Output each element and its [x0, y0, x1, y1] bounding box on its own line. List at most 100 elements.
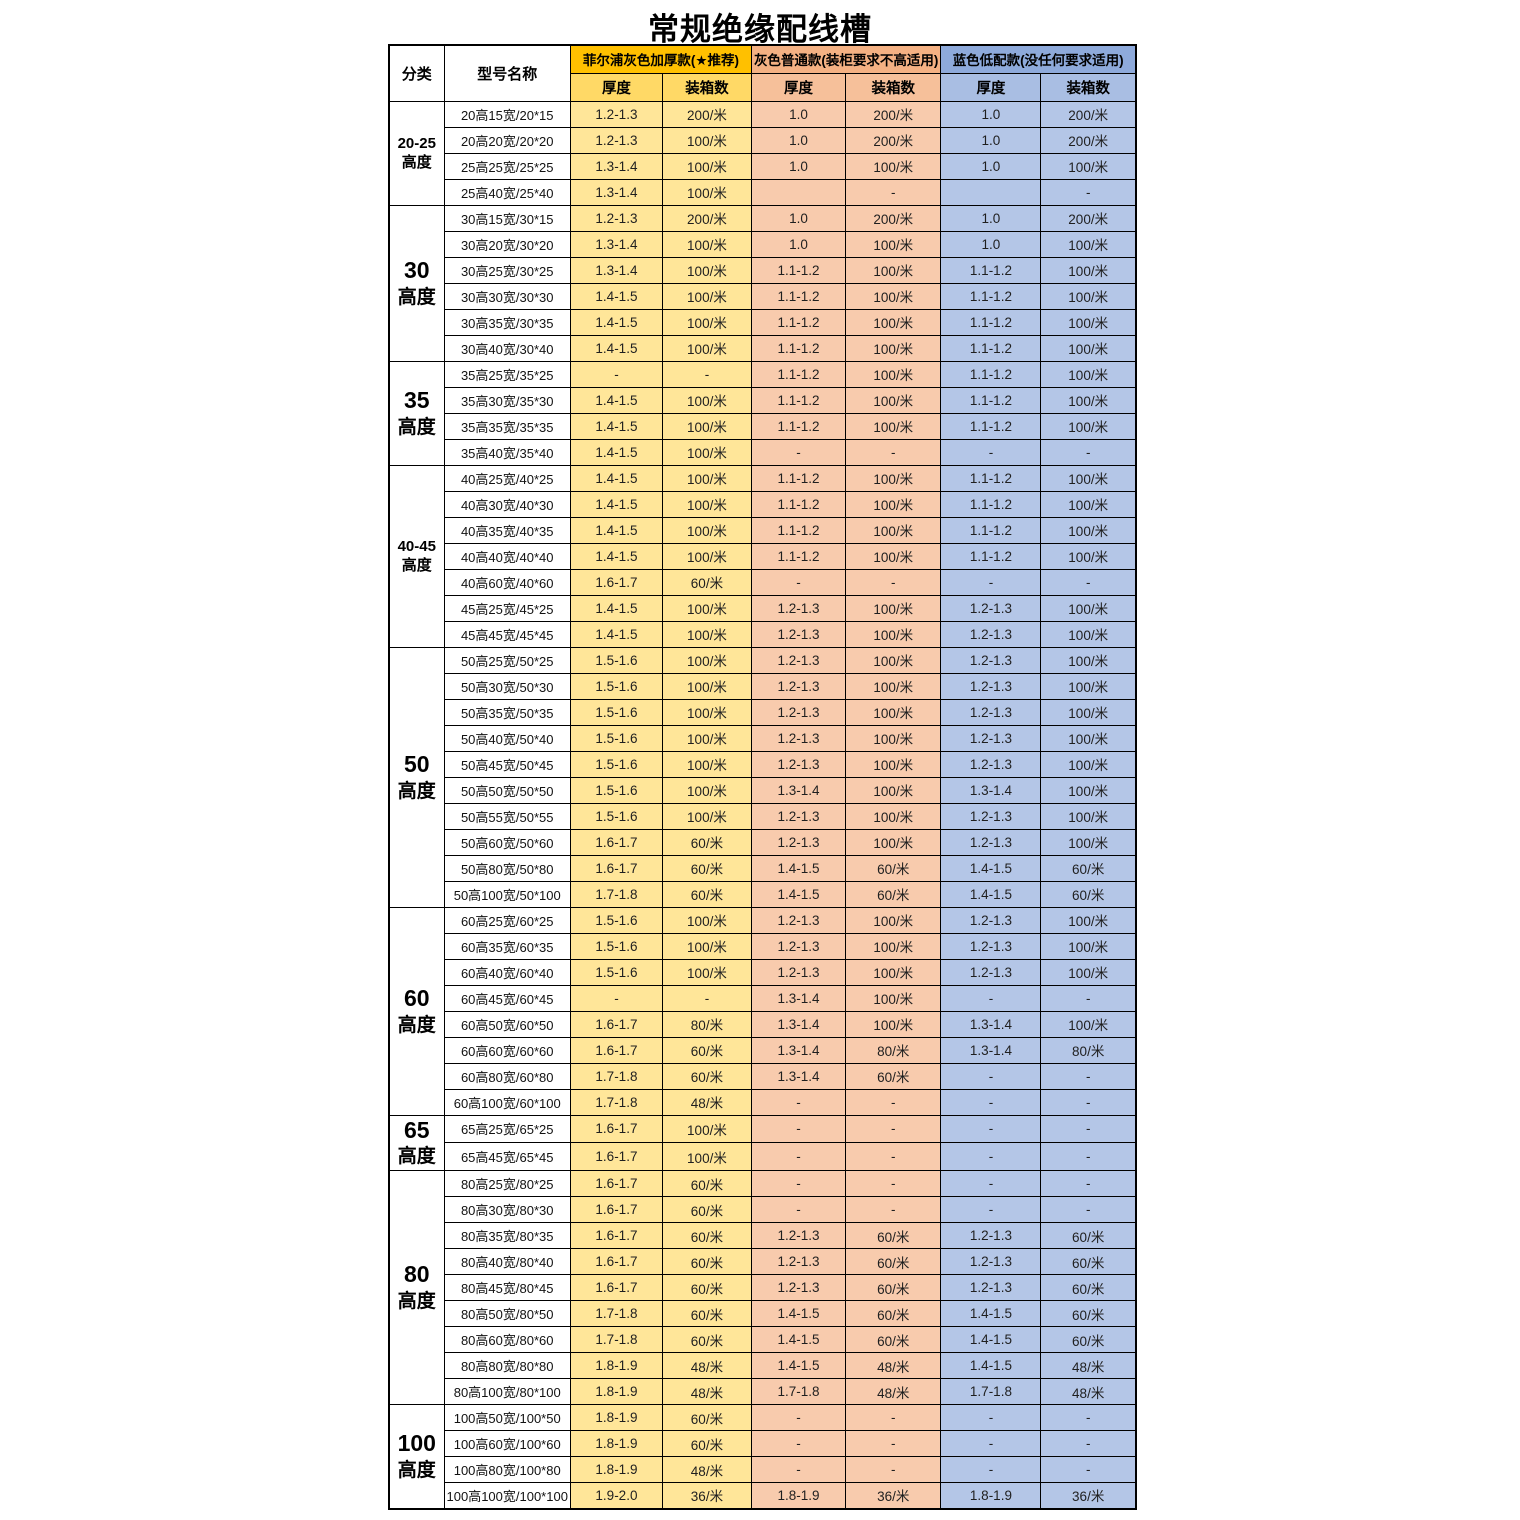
model-cell: 80高50宽/80*50	[443, 1300, 571, 1328]
thickness-cell: 1.2-1.3	[940, 828, 1042, 856]
thickness-cell: -	[940, 1196, 1042, 1224]
packing-qty-cell: -	[845, 1404, 942, 1432]
packing-qty-cell: 100/米	[661, 906, 752, 934]
packing-qty-cell: 200/米	[661, 100, 752, 128]
thickness-cell: 1.6-1.7	[569, 1170, 663, 1198]
packing-qty-cell: 48/米	[661, 1088, 752, 1116]
model-cell: 30高35宽/30*35	[443, 308, 571, 336]
thickness-cell: 1.8-1.9	[569, 1378, 663, 1406]
packing-qty-cell: 100/米	[661, 698, 752, 726]
packing-qty-cell: 100/米	[845, 1010, 942, 1038]
packing-qty-cell: 100/米	[1040, 490, 1137, 518]
model-cell: 50高35宽/50*35	[443, 698, 571, 726]
packing-qty-cell: 100/米	[845, 984, 942, 1012]
packing-qty-cell: 60/米	[845, 1222, 942, 1250]
packing-qty-cell: 48/米	[661, 1378, 752, 1406]
spec-row: 20高20宽/20*20 1.2-1.3 100/米 1.0 200/米 1.0 200/米	[389, 126, 1137, 154]
thickness-cell: 1.4-1.5	[940, 1326, 1042, 1354]
category-cell: 40-45 高度	[388, 464, 445, 648]
model-cell: 50高100宽/50*100	[443, 880, 571, 908]
category-label-suffix: 高度	[397, 1146, 436, 1168]
thickness-cell: 1.2-1.3	[750, 1274, 847, 1302]
packing-qty-cell: 100/米	[661, 438, 752, 466]
packing-qty-cell: 100/米	[845, 802, 942, 830]
thickness-cell: 1.2-1.3	[940, 1248, 1042, 1276]
packing-qty-cell: -	[1040, 438, 1137, 466]
packing-qty-cell: 60/米	[661, 1222, 752, 1250]
category-column-header: 分类	[388, 44, 445, 102]
category-label: 20-25	[397, 134, 436, 152]
thickness-cell: 1.6-1.7	[569, 1274, 663, 1302]
model-cell: 25高40宽/25*40	[443, 178, 571, 206]
thickness-cell	[750, 178, 847, 206]
model-cell: 20高15宽/20*15	[443, 100, 571, 128]
thickness-cell: 1.4-1.5	[569, 412, 663, 440]
thickness-cell: 1.2-1.3	[750, 620, 847, 648]
model-cell: 50高40宽/50*40	[443, 724, 571, 752]
packing-qty-cell: 100/米	[845, 698, 942, 726]
thickness-cell: 1.2-1.3	[940, 594, 1042, 622]
spec-row: 100高80宽/100*80 1.8-1.9 48/米 - - - -	[389, 1456, 1137, 1484]
model-cell: 100高100宽/100*100	[443, 1482, 571, 1510]
packing-qty-cell: 100/米	[845, 516, 942, 544]
model-cell: 25高25宽/25*25	[443, 152, 571, 180]
thickness-cell: 1.2-1.3	[750, 932, 847, 960]
thickness-cell: 1.2-1.3	[940, 724, 1042, 752]
thickness-cell: -	[940, 1062, 1042, 1090]
model-cell: 60高100宽/60*100	[443, 1088, 571, 1116]
model-cell: 30高25宽/30*25	[443, 256, 571, 284]
packing-qty-cell: 60/米	[661, 854, 752, 882]
thickness-cell: 1.3-1.4	[750, 776, 847, 804]
model-cell: 80高40宽/80*40	[443, 1248, 571, 1276]
model-cell: 80高60宽/80*60	[443, 1326, 571, 1354]
packing-qty-cell: 100/米	[1040, 620, 1137, 648]
thickness-cell: -	[940, 1456, 1042, 1484]
packing-qty-cell: 100/米	[845, 776, 942, 804]
thickness-cell: 1.7-1.8	[569, 1300, 663, 1328]
model-cell: 20高20宽/20*20	[443, 126, 571, 154]
model-cell: 60高35宽/60*35	[443, 932, 571, 960]
packing-qty-cell: 100/米	[661, 1142, 752, 1172]
packing-qty-cell: -	[845, 1088, 942, 1116]
spec-row: 65 高度 65高25宽/65*25 1.6-1.7 100/米 - - - -	[388, 1114, 1137, 1172]
thickness-cell: 1.0	[940, 152, 1042, 180]
thickness-cell: 1.7-1.8	[569, 1062, 663, 1090]
packing-qty-cell: -	[845, 1430, 942, 1458]
category-cell: 35 高度	[388, 360, 445, 466]
thickness-header: 厚度	[940, 72, 1042, 102]
spec-row: 100高60宽/100*60 1.8-1.9 60/米 - - - -	[389, 1430, 1137, 1458]
packing-qty-cell: -	[1040, 984, 1137, 1012]
model-cell: 65高25宽/65*25	[443, 1114, 571, 1144]
thickness-cell: 1.1-1.2	[940, 542, 1042, 570]
thickness-cell: 1.5-1.6	[569, 906, 663, 934]
packing-qty-cell: 100/米	[1040, 386, 1137, 414]
spec-row: 80高60宽/80*60 1.7-1.8 60/米 1.4-1.5 60/米 1.4-1.…	[389, 1326, 1137, 1354]
thickness-cell: 1.1-1.2	[940, 256, 1042, 284]
packing-qty-cell: 100/米	[1040, 256, 1137, 284]
spec-row: 35高30宽/35*30 1.4-1.5 100/米 1.1-1.2 100/米 1.1-…	[389, 386, 1137, 414]
spec-row: 30高25宽/30*25 1.3-1.4 100/米 1.1-1.2 100/米 1.1-…	[389, 256, 1137, 284]
packing-qty-cell: 100/米	[1040, 906, 1137, 934]
thickness-cell: -	[750, 1430, 847, 1458]
model-cell: 60高50宽/60*50	[443, 1010, 571, 1038]
packing-qty-cell: 100/米	[661, 152, 752, 180]
thickness-cell: -	[940, 568, 1042, 596]
packing-qty-cell: 48/米	[661, 1456, 752, 1484]
packing-qty-cell: 60/米	[661, 1404, 752, 1432]
spec-row: 30 高度 30高15宽/30*15 1.2-1.3 200/米 1.0 200/米 1.0 2…	[388, 204, 1137, 362]
thickness-cell: 1.3-1.4	[750, 1062, 847, 1090]
thickness-cell: 1.6-1.7	[569, 1114, 663, 1144]
packing-qty-cell: 100/米	[845, 620, 942, 648]
thickness-cell: 1.3-1.4	[940, 776, 1042, 804]
packing-qty-cell: 200/米	[845, 100, 942, 128]
thickness-cell: 1.2-1.3	[940, 802, 1042, 830]
product-header-row: 分类 型号名称 菲尔浦灰色加厚款(★推荐) 灰色普通款(装柜要求不高适用) 蓝色…	[388, 44, 1137, 102]
category-label-suffix: 高度	[401, 154, 432, 171]
packing-qty-cell: 60/米	[661, 828, 752, 856]
packing-qty-cell: 100/米	[1040, 828, 1137, 856]
packing-qty-cell: 100/米	[1040, 282, 1137, 310]
thickness-cell: 1.6-1.7	[569, 854, 663, 882]
thickness-cell: 1.4-1.5	[569, 490, 663, 518]
spec-row: 25高25宽/25*25 1.3-1.4 100/米 1.0 100/米 1.0 100/米	[389, 152, 1137, 180]
spec-row: 30高35宽/30*35 1.4-1.5 100/米 1.1-1.2 100/米 1.1-…	[389, 308, 1137, 336]
